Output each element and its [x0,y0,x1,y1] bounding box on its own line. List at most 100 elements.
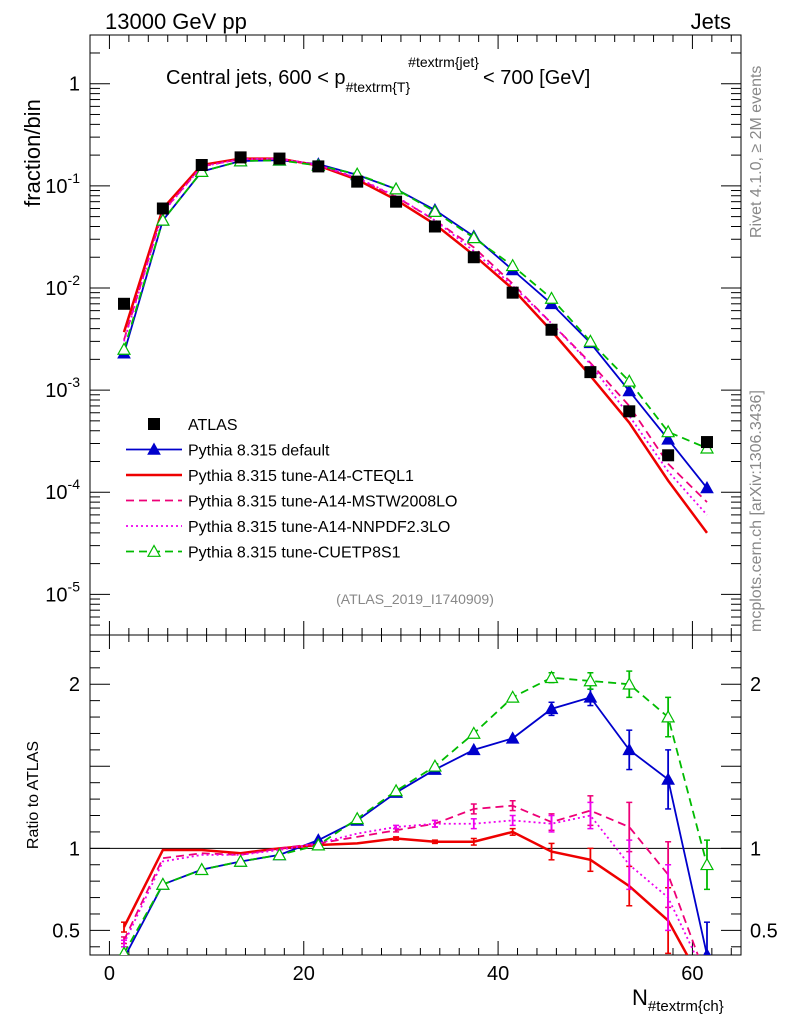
main-series-point [583,334,598,347]
main-series-point [661,424,676,438]
ratio-series-point [194,862,209,876]
main-series-line [122,157,708,534]
ratio-series-point [505,731,520,744]
atlas-data-point [312,160,325,173]
series-layer [116,151,715,955]
atlas-data-point [662,449,675,462]
y-tick-label-exp: -3 [68,374,81,390]
header-right: Jets [691,9,731,34]
ratio-series-point [272,847,287,861]
ratio-series-line [123,814,697,955]
ratio-series-point [661,709,676,723]
y-tick-label: 10-5 [45,578,80,606]
title-sup: #textrm{jet} [408,54,479,70]
ratio-series-point [699,857,715,871]
main-series-point [544,291,559,304]
y-tick-label-exp: -1 [68,170,81,186]
y-tick-label-base: 10 [45,380,67,402]
x-tick-label: 60 [681,963,703,985]
legend-marker-data [148,418,160,430]
y-tick-label-exp: -4 [68,476,81,492]
main-series-group [116,151,715,534]
main-series-point [622,374,637,387]
ratio-series-point [466,742,481,756]
ratio-series-point [583,690,598,703]
main-series-point [700,480,714,494]
legend-label: Pythia 8.315 default [188,443,330,460]
ratio-series-point [583,673,598,687]
main-ylabel: fraction/bin [20,99,45,207]
atlas-data-point [467,251,480,264]
ratio-series-point [622,676,637,690]
y-tick-label-base: 10 [45,176,67,198]
main-series-point [622,383,637,397]
atlas-data-point [584,366,597,379]
main-series-point [116,342,132,355]
main-series-point [155,213,170,226]
ratio-series-point [544,701,559,715]
ratio-series-point [155,877,170,890]
atlas-data-point [234,151,247,164]
atlas-data-point [390,195,403,208]
x-tick-label: 20 [293,963,315,985]
title-pre: Central jets, 600 < p [166,67,346,89]
x-axis-label-main: N [632,985,648,1010]
legend-label: Pythia 8.315 tune-A14-CTEQL1 [188,468,414,485]
main-series-line [123,157,708,503]
main-series-point [466,230,481,244]
side-label-bottom: mcplots.cern.ch [arXiv:1306.3436] [748,390,765,632]
ratio-series-point [505,690,520,703]
ratio-axes: 0 20 40 60 0.5 0.5 1 1 2 2 [52,634,778,985]
ratio-y-tick-label-right: 1 [750,838,761,860]
atlas-data-point [506,286,519,299]
main-series-point [389,181,404,195]
main-axes: 10-510-410-310-210-11 [45,34,741,636]
ratio-series-point [466,726,481,739]
y-tick-label-base: 10 [45,482,67,504]
legend-label: Pythia 8.315 tune-A14-MSTW2008LO [188,494,457,511]
x-axis-label: N#textrm{ch} [632,985,724,1015]
ratio-y-tick-label-right: 2 [750,674,761,696]
ratio-series-point [350,811,365,825]
ratio-series-point [389,783,404,797]
ratio-y-tick-label: 2 [69,674,80,696]
ratio-y-tick-label: 1 [69,838,80,860]
atlas-data-point [428,220,441,233]
title-post: < 700 [GeV] [483,67,590,89]
y-tick-label: 10-2 [45,272,80,300]
y-tick-label: 10-3 [45,374,80,402]
ratio-series-point [661,772,675,785]
main-series-point [505,258,520,272]
ratio-y-tick-label-right: 0.5 [750,920,778,942]
ratio-y-tick-label: 0.5 [52,920,80,942]
ratio-plot-frame [89,634,742,956]
ratio-series-group [119,670,715,955]
atlas-data-point [118,297,131,310]
title-sub: #textrm{T} [346,79,411,95]
ratio-series-line [123,804,699,955]
ratio-series-line [124,696,708,955]
ratio-series-point [544,670,559,684]
legend-marker [147,442,161,455]
x-tick-label: 0 [104,963,115,985]
atlas-data-point [700,436,713,449]
ratio-series-point [703,947,711,955]
y-tick-label: 10-4 [45,476,80,504]
atlas-data-point [623,405,636,418]
y-tick-label: 10-1 [45,170,80,198]
ratio-series-line [123,676,708,954]
main-series-line [123,157,708,516]
ratio-series-point [311,837,326,851]
y-tick-label-exp: -2 [68,272,81,288]
main-series-line [123,159,708,450]
ratio-series-point [119,946,129,955]
x-axis-label-sub: #textrm{ch} [648,998,724,1015]
ratio-series-point [427,759,442,772]
plot-title: Central jets, 600 < p#textrm{T} #textrm{j… [166,54,590,95]
side-label-top: Rivet 4.1.0, ≥ 2M events [748,66,765,238]
legend-marker [146,544,162,557]
main-series-point [427,204,442,217]
atlas-data-point [156,202,169,215]
main-series-point [661,432,675,445]
